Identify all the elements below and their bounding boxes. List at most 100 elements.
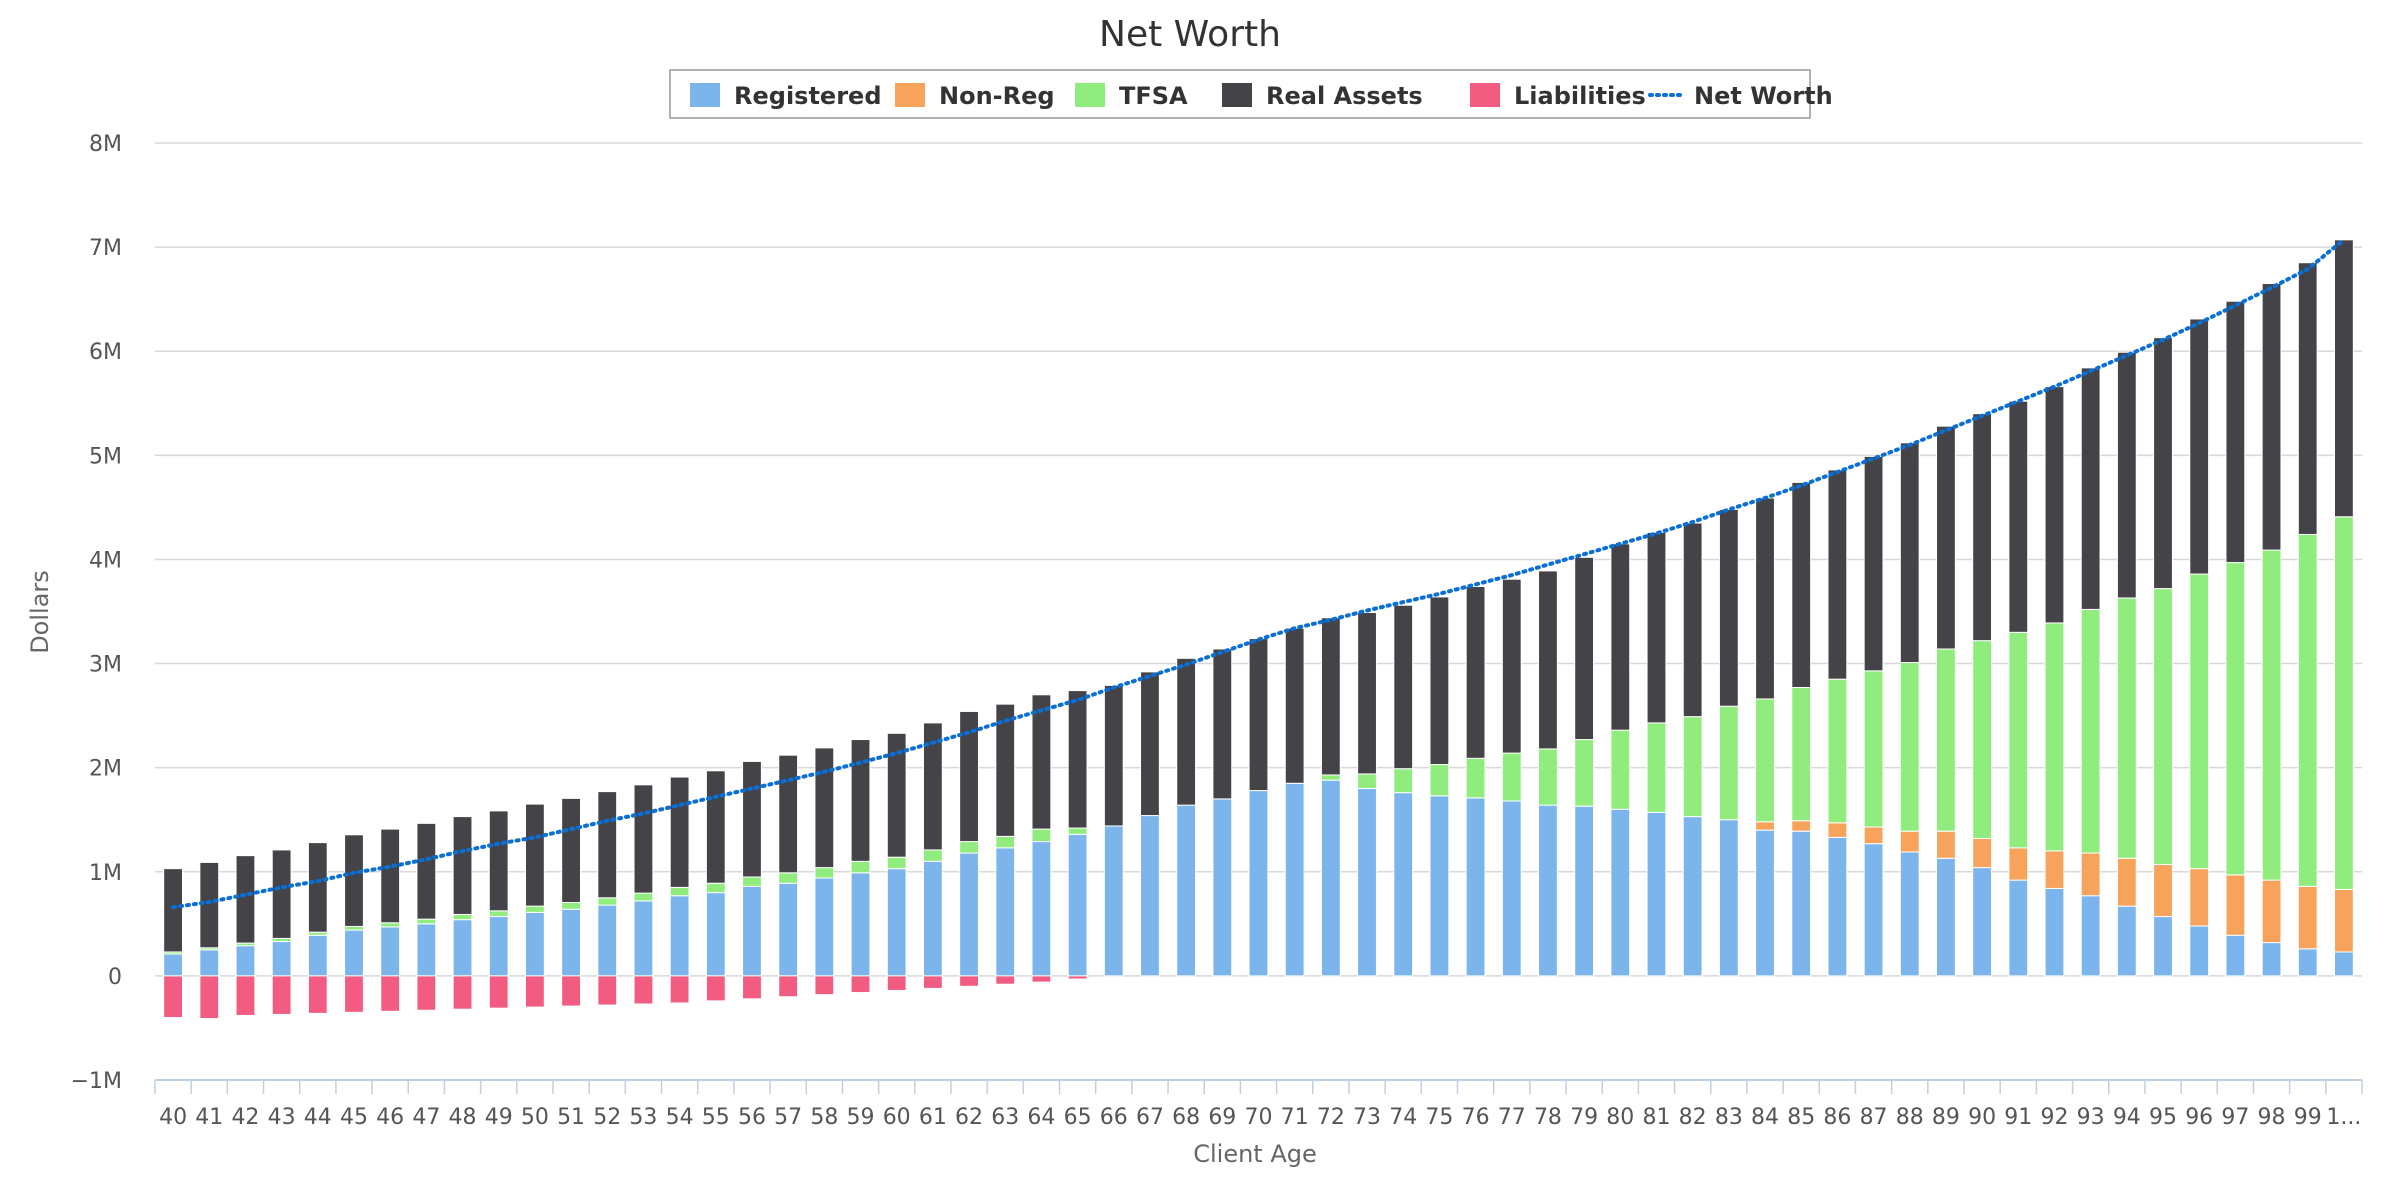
bar-registered-46[interactable] bbox=[380, 926, 401, 977]
bar-real-assets-54[interactable] bbox=[669, 776, 690, 888]
bar-real-assets-52[interactable] bbox=[597, 791, 618, 899]
bar-registered-93[interactable] bbox=[2080, 895, 2101, 977]
bar-real-assets-40[interactable] bbox=[163, 868, 183, 953]
bar-registered-59[interactable] bbox=[850, 872, 871, 977]
bar-registered-63[interactable] bbox=[995, 847, 1016, 977]
bar-registered-72[interactable] bbox=[1320, 779, 1341, 977]
bar-real-assets-98[interactable] bbox=[2261, 283, 2282, 551]
bar-tfsa-53[interactable] bbox=[633, 892, 654, 902]
bar-non-reg-87[interactable] bbox=[1863, 826, 1884, 845]
bar-tfsa-80[interactable] bbox=[1610, 729, 1631, 810]
bar-registered-54[interactable] bbox=[669, 895, 690, 977]
bar-registered-86[interactable] bbox=[1827, 836, 1848, 977]
bar-real-assets-93[interactable] bbox=[2080, 367, 2101, 610]
bar-tfsa-84[interactable] bbox=[1755, 698, 1775, 823]
bar-non-reg-90[interactable] bbox=[1972, 837, 1993, 869]
bar-real-assets-67[interactable] bbox=[1140, 671, 1160, 817]
bar-real-assets-78[interactable] bbox=[1538, 570, 1558, 750]
bar-non-reg-91[interactable] bbox=[2008, 847, 2029, 881]
bar-liabilities-44[interactable] bbox=[307, 975, 328, 1014]
bar-tfsa-61[interactable] bbox=[922, 849, 943, 862]
bar-real-assets-74[interactable] bbox=[1393, 604, 1414, 770]
bar-real-assets-71[interactable] bbox=[1284, 627, 1305, 784]
bar-real-assets-99[interactable] bbox=[2297, 262, 2318, 535]
bar-real-assets-58[interactable] bbox=[814, 747, 835, 869]
bar-liabilities-52[interactable] bbox=[597, 975, 618, 1006]
bar-real-assets-43[interactable] bbox=[271, 849, 292, 939]
bar-registered-79[interactable] bbox=[1574, 805, 1595, 977]
bar-tfsa-77[interactable] bbox=[1501, 752, 1522, 802]
bar-real-assets-63[interactable] bbox=[995, 703, 1016, 837]
bar-non-reg-1...[interactable] bbox=[2334, 888, 2354, 953]
bar-tfsa-87[interactable] bbox=[1863, 670, 1884, 828]
bar-real-assets-50[interactable] bbox=[524, 803, 545, 907]
bar-liabilities-46[interactable] bbox=[380, 975, 401, 1012]
bar-registered-77[interactable] bbox=[1501, 800, 1522, 977]
bar-real-assets-91[interactable] bbox=[2008, 400, 2029, 633]
bar-non-reg-85[interactable] bbox=[1791, 820, 1812, 832]
bar-registered-91[interactable] bbox=[2008, 879, 2029, 977]
bar-registered-47[interactable] bbox=[416, 923, 437, 977]
bar-non-reg-88[interactable] bbox=[1899, 830, 1920, 853]
bar-real-assets-94[interactable] bbox=[2116, 351, 2137, 599]
bar-tfsa-62[interactable] bbox=[959, 841, 979, 854]
bar-real-assets-59[interactable] bbox=[850, 739, 871, 862]
bar-real-assets-75[interactable] bbox=[1429, 596, 1450, 766]
bar-registered-88[interactable] bbox=[1899, 851, 1920, 977]
bar-real-assets-97[interactable] bbox=[2225, 300, 2246, 564]
bar-non-reg-94[interactable] bbox=[2116, 857, 2137, 907]
bar-tfsa-88[interactable] bbox=[1899, 662, 1920, 832]
bar-real-assets-83[interactable] bbox=[1718, 508, 1739, 707]
bar-real-assets-73[interactable] bbox=[1357, 612, 1377, 775]
bar-registered-89[interactable] bbox=[1936, 857, 1956, 977]
bar-liabilities-47[interactable] bbox=[416, 975, 437, 1011]
bar-tfsa-60[interactable] bbox=[886, 856, 907, 870]
bar-registered-43[interactable] bbox=[271, 941, 292, 977]
bar-liabilities-65[interactable] bbox=[1067, 975, 1088, 980]
bar-liabilities-45[interactable] bbox=[344, 975, 364, 1013]
bar-registered-99[interactable] bbox=[2297, 948, 2318, 977]
bar-tfsa-45[interactable] bbox=[344, 925, 364, 931]
bar-registered-56[interactable] bbox=[742, 885, 762, 977]
bar-real-assets-80[interactable] bbox=[1610, 543, 1631, 731]
bar-tfsa-81[interactable] bbox=[1646, 722, 1667, 813]
bar-registered-45[interactable] bbox=[344, 929, 364, 977]
bar-real-assets-55[interactable] bbox=[705, 770, 726, 884]
bar-registered-87[interactable] bbox=[1863, 843, 1884, 977]
bar-non-reg-99[interactable] bbox=[2297, 885, 2318, 950]
bar-registered-78[interactable] bbox=[1538, 804, 1558, 977]
bar-liabilities-51[interactable] bbox=[561, 975, 581, 1007]
bar-registered-64[interactable] bbox=[1031, 841, 1052, 977]
bar-tfsa-73[interactable] bbox=[1357, 773, 1377, 789]
bar-tfsa-76[interactable] bbox=[1465, 757, 1486, 799]
legend-item-net-worth[interactable]: Net Worth bbox=[1694, 82, 1833, 110]
bar-tfsa-97[interactable] bbox=[2225, 562, 2246, 876]
bar-non-reg-84[interactable] bbox=[1755, 821, 1775, 831]
legend-item-registered[interactable]: Registered bbox=[734, 82, 882, 110]
bar-registered-62[interactable] bbox=[959, 852, 979, 977]
bar-registered-42[interactable] bbox=[235, 945, 256, 977]
bar-tfsa-92[interactable] bbox=[2044, 622, 2065, 852]
bar-tfsa-72[interactable] bbox=[1320, 774, 1341, 781]
bar-registered-51[interactable] bbox=[561, 908, 581, 977]
bar-liabilities-49[interactable] bbox=[488, 975, 509, 1009]
bar-tfsa-56[interactable] bbox=[742, 876, 762, 887]
bar-real-assets-70[interactable] bbox=[1248, 638, 1269, 792]
net-worth-line[interactable] bbox=[171, 237, 2346, 910]
bar-real-assets-57[interactable] bbox=[778, 754, 799, 874]
bar-tfsa-96[interactable] bbox=[2189, 573, 2210, 870]
bar-tfsa-64[interactable] bbox=[1031, 828, 1052, 843]
legend-item-real-assets[interactable]: Real Assets bbox=[1266, 82, 1423, 110]
bar-liabilities-50[interactable] bbox=[524, 975, 545, 1008]
bar-real-assets-48[interactable] bbox=[452, 816, 473, 915]
bar-tfsa-79[interactable] bbox=[1574, 739, 1595, 807]
bar-tfsa-89[interactable] bbox=[1936, 648, 1956, 832]
bar-registered-41[interactable] bbox=[199, 949, 220, 977]
bar-non-reg-86[interactable] bbox=[1827, 822, 1848, 838]
bar-registered-53[interactable] bbox=[633, 900, 654, 977]
bar-non-reg-93[interactable] bbox=[2080, 852, 2101, 897]
bar-real-assets-64[interactable] bbox=[1031, 694, 1052, 830]
bar-real-assets-88[interactable] bbox=[1899, 442, 1920, 664]
bar-registered-48[interactable] bbox=[452, 919, 473, 977]
legend-item-liabilities[interactable]: Liabilities bbox=[1514, 82, 1646, 110]
